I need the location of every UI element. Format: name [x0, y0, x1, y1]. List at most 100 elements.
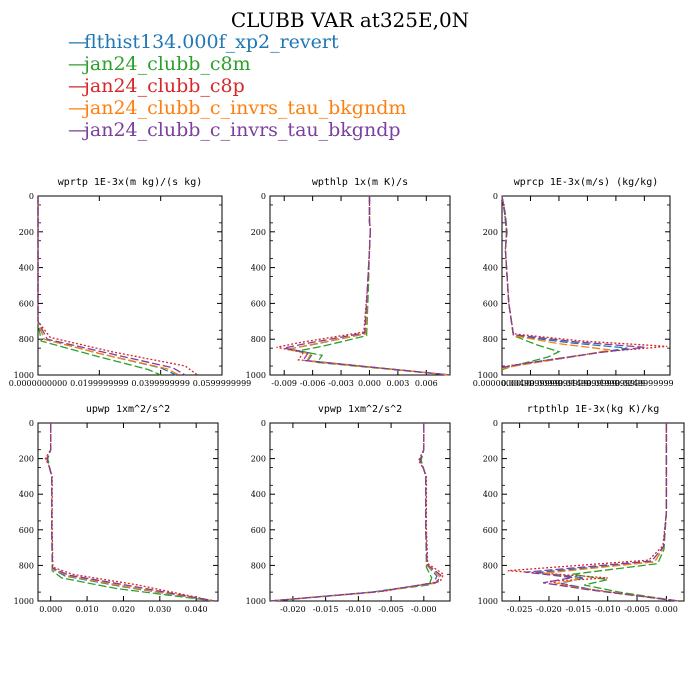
x-tick-label: 0.0149999999	[558, 379, 617, 388]
legend-label: jan24_clubb_c8m	[84, 53, 251, 75]
x-tick-label: -0.010	[595, 605, 621, 614]
legend-label: jan24_clubb_c_invrs_tau_bkgndp	[84, 119, 401, 141]
y-tick-label: 200	[483, 455, 498, 464]
panel-title: vpwp 1xm^2/s^2	[318, 404, 402, 415]
x-tick-label: -0.015	[313, 605, 339, 614]
y-tick-label: 200	[251, 455, 266, 464]
x-tick-label: 0.0099999999	[530, 379, 589, 388]
x-tick-label: 0.030	[148, 605, 171, 614]
x-tick-label: 0.0599999999	[193, 379, 252, 388]
legend: —flthist134.000f_xp2_revert —jan24_clubb…	[68, 31, 406, 141]
y-tick-label: 600	[483, 526, 498, 535]
series-line	[37, 196, 180, 376]
x-tick-label: 0.020	[112, 605, 135, 614]
y-tick-label: 400	[251, 264, 266, 273]
y-tick-label: 1000	[246, 371, 266, 380]
series-line	[37, 196, 186, 376]
y-tick-label: 0	[261, 419, 266, 428]
y-tick-label: 800	[19, 561, 34, 570]
panel-1: wprtp 1E-3x(m kg)/(s kg) 0 200 400 600 800 100…	[9, 177, 252, 388]
x-tick-label: 0.000	[358, 379, 381, 388]
x-tick-label: 0.006	[415, 379, 438, 388]
y-tick-label: 1000	[14, 597, 34, 606]
series-line	[525, 423, 679, 602]
panel-title: rtpthlp 1E-3x(kg K)/kg	[527, 404, 659, 415]
y-tick-label: 800	[483, 561, 498, 570]
legend-item: —jan24_clubb_c_invrs_tau_bkgndp	[68, 119, 406, 141]
x-tick-label: 0.000	[39, 605, 62, 614]
series-line	[269, 423, 438, 602]
x-tick-label: 0.0000000000	[473, 379, 532, 388]
y-tick-label: 1000	[14, 371, 34, 380]
x-tick-label: -0.005	[378, 605, 404, 614]
series-line	[543, 423, 679, 602]
series-line	[269, 423, 445, 602]
y-tick-label: 400	[19, 490, 34, 499]
y-tick-label: 1000	[478, 371, 498, 380]
series-line	[572, 423, 679, 602]
legend-dash: —	[68, 97, 87, 119]
x-tick-label: -0.003	[328, 379, 354, 388]
y-tick-label: 400	[251, 490, 266, 499]
figure-title: CLUBB VAR at325E,0N	[230, 8, 470, 32]
x-tick-label: 0.010	[76, 605, 99, 614]
y-tick-label: 200	[483, 228, 498, 237]
x-tick-label: 0.0049999999	[501, 379, 560, 388]
y-tick-label: 0	[493, 192, 498, 201]
y-tick-label: 600	[19, 299, 34, 308]
y-tick-label: 400	[483, 264, 498, 273]
x-tick-label: -0.010	[346, 605, 372, 614]
x-tick-label: 0.0000000000	[9, 379, 68, 388]
legend-dash: —	[68, 31, 87, 53]
y-tick-label: 400	[483, 490, 498, 499]
panel-4: upwp 1xm^2/s^2 0 200 400 600 800 1000 0.000 0.01…	[14, 404, 219, 614]
panel-title: wprtp 1E-3x(m kg)/(s kg)	[58, 177, 203, 188]
x-tick-label: -0.025	[507, 605, 533, 614]
y-tick-label: 0	[493, 419, 498, 428]
x-tick-label: 0.003	[386, 379, 409, 388]
series-line	[37, 196, 161, 376]
legend-item: —jan24_clubb_c_invrs_tau_bkgndm	[68, 97, 406, 119]
x-tick-label: -0.009	[271, 379, 297, 388]
series-line	[501, 195, 628, 369]
series-line	[284, 196, 451, 376]
legend-dash: —	[68, 119, 87, 141]
y-tick-label: 600	[19, 526, 34, 535]
series-line	[507, 423, 679, 602]
panel-5: vpwp 1xm^2/s^2 0 200 400 600 800 1000 -0.020 -0.…	[246, 404, 451, 614]
series-line	[501, 195, 645, 369]
y-tick-label: 0	[29, 192, 34, 201]
series-line	[298, 196, 451, 376]
series-line	[537, 423, 679, 602]
x-tick-label: 0.040	[185, 605, 208, 614]
series-line	[269, 423, 442, 602]
panel-2: wpthlp 1x(m K)/s02004006008001000-0.009-…	[246, 177, 451, 388]
series-line	[46, 423, 215, 602]
x-tick-label: -0.005	[624, 605, 650, 614]
y-tick-label: 200	[19, 455, 34, 464]
x-tick-label: -0.020	[280, 605, 306, 614]
series-line	[269, 423, 433, 602]
legend-label: jan24_clubb_c_invrs_tau_bkgndm	[84, 97, 407, 119]
legend-dash: —	[68, 53, 87, 75]
y-tick-label: 1000	[246, 597, 266, 606]
series-line	[37, 196, 177, 376]
series-line	[46, 423, 215, 602]
x-tick-label: -0.006	[300, 379, 326, 388]
x-tick-label: 0.0199999999	[70, 379, 129, 388]
series-line	[501, 195, 561, 371]
series-line	[44, 423, 215, 602]
legend-item: —flthist134.000f_xp2_revert	[68, 31, 406, 53]
y-tick-label: 800	[251, 561, 266, 570]
x-tick-label: -0.020	[536, 605, 562, 614]
plot-frame	[269, 195, 451, 376]
x-tick-label: -0.015	[566, 605, 592, 614]
plot-frame	[37, 422, 219, 602]
series-line	[45, 423, 215, 602]
legend-dash: —	[68, 75, 87, 97]
series-line	[37, 196, 198, 376]
panel-title: upwp 1xm^2/s^2	[86, 404, 170, 415]
plot-frame	[269, 422, 451, 602]
legend-label: flthist134.000f_xp2_revert	[84, 31, 339, 53]
